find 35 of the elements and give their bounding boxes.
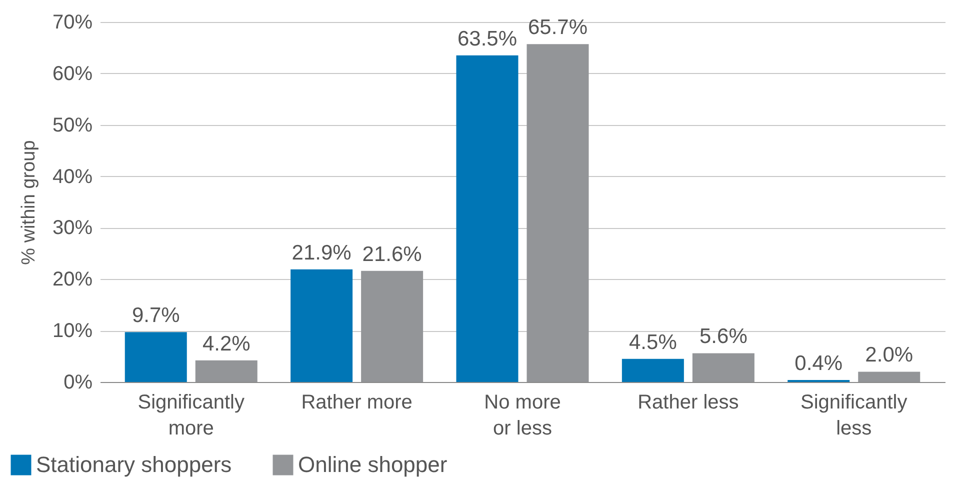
x-tick-label: Rather less (638, 392, 739, 414)
bar (124, 332, 187, 382)
x-tick-label: Significantly less (800, 392, 908, 440)
y-tick-label: 50% (52, 114, 93, 136)
bar (526, 44, 589, 382)
bar (858, 372, 920, 382)
x-tick-label: Significantly more (138, 392, 244, 440)
y-tick-label: 60% (52, 62, 93, 85)
x-tick-label: Rather more (301, 392, 412, 414)
data-label: 65.7% (528, 16, 588, 40)
data-label: 63.5% (457, 27, 518, 50)
bar (361, 270, 424, 382)
y-axis-title: % within group (18, 140, 40, 265)
data-label: 21.6% (362, 242, 422, 266)
y-tick-label: 70% (52, 12, 93, 34)
y-tick-label: 40% (52, 166, 93, 188)
y-tick-label: 30% (52, 217, 93, 240)
data-label: 4.5% (628, 330, 677, 354)
bar (692, 353, 754, 382)
data-label: 9.7% (132, 304, 180, 328)
y-tick-label: 0% (64, 372, 93, 394)
legend-label: Stationary shoppers (36, 452, 232, 477)
bar (622, 358, 684, 382)
data-label: 21.9% (292, 241, 352, 264)
data-label: 2.0% (865, 344, 914, 367)
y-tick-label: 20% (52, 268, 93, 291)
data-label: 4.2% (202, 332, 250, 356)
bar (195, 360, 258, 382)
bar (290, 269, 353, 382)
x-tick-label: No more or less (484, 392, 561, 440)
bar (456, 55, 518, 382)
data-label: 5.6% (700, 325, 748, 348)
legend-label: Online shopper (298, 452, 448, 477)
y-tick-label: 10% (52, 320, 93, 342)
data-label: 0.4% (794, 352, 843, 375)
